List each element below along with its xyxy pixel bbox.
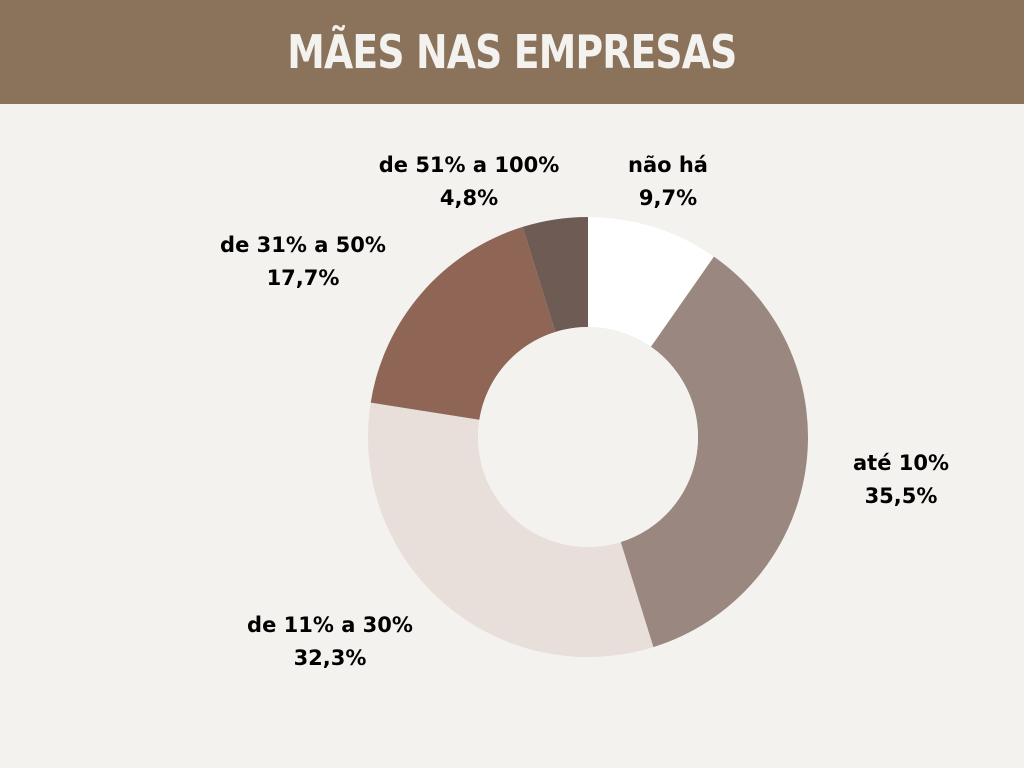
donut-slice-4 xyxy=(370,226,556,420)
slice-label-1: não há xyxy=(628,153,708,177)
donut-slice-5 xyxy=(522,217,588,332)
slice-label-3: de 11% a 30% xyxy=(247,613,413,637)
slice-value-3: 32,3% xyxy=(294,646,367,670)
chart-title: MÃES NAS EMPRESAS xyxy=(287,25,737,79)
slice-label-5: de 51% a 100% xyxy=(379,153,560,177)
slice-label-4: de 31% a 50% xyxy=(220,233,386,257)
slice-value-5: 4,8% xyxy=(440,186,498,210)
header-bar: MÃES NAS EMPRESAS xyxy=(0,0,1024,104)
donut-slice-1 xyxy=(588,217,714,347)
slice-value-1: 9,7% xyxy=(639,186,697,210)
slice-label-2: até 10% xyxy=(853,451,949,475)
slice-value-2: 35,5% xyxy=(865,484,938,508)
slice-value-4: 17,7% xyxy=(267,266,340,290)
donut-slice-2 xyxy=(620,256,808,648)
slice-labels: não há 9,7% até 10% 35,5% de 11% a 30% 32,3% d… xyxy=(220,153,949,670)
donut-slice-3 xyxy=(367,402,654,657)
donut-hole xyxy=(478,327,698,547)
donut-slices xyxy=(367,217,808,657)
